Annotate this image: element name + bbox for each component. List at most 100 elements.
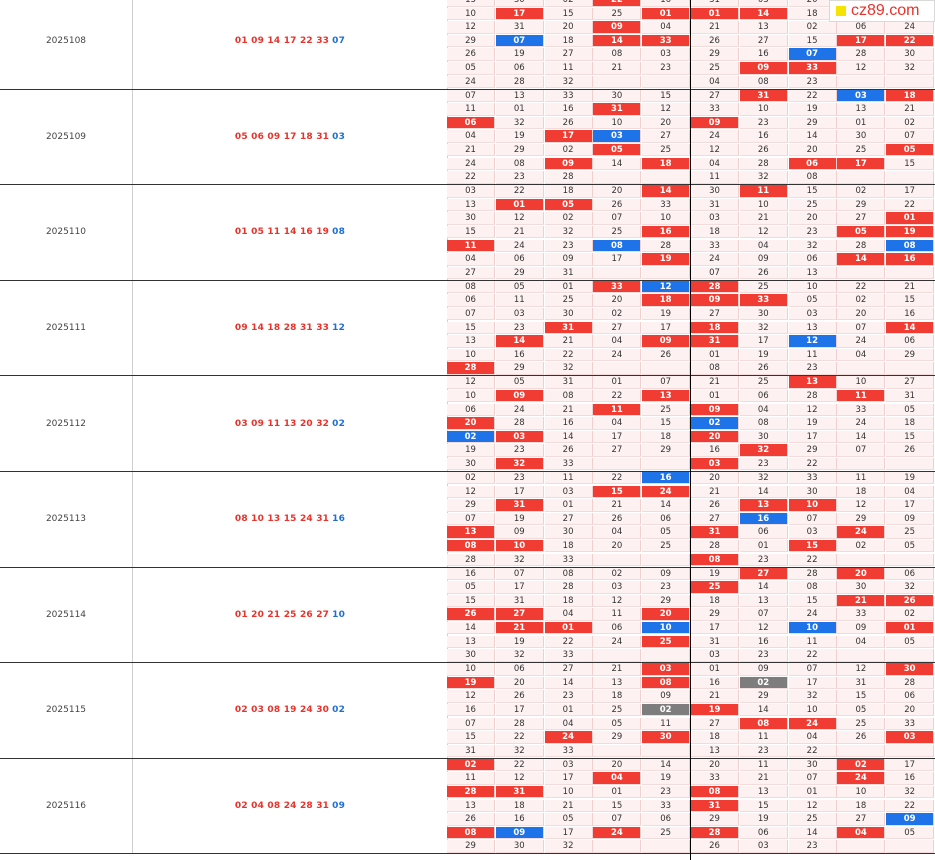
- grid-cell: 22: [886, 198, 935, 212]
- grid-cell: 18: [495, 799, 544, 813]
- grid-cell: 09: [495, 389, 544, 403]
- grid-cell: 10: [642, 212, 691, 225]
- grid-cell: 08: [593, 48, 642, 61]
- grid-cell: 04: [837, 348, 886, 362]
- grid-cell: 08: [593, 239, 642, 253]
- grid-cell: 11: [642, 717, 691, 731]
- grid-cell: 28: [886, 676, 935, 690]
- grid-cell: 18: [642, 294, 691, 307]
- winning-numbers: 01 09 14 17 22 33 07: [133, 0, 448, 89]
- grid-cell: 10: [447, 389, 495, 403]
- grid-cell: 10: [593, 116, 642, 130]
- grid-cell: 16: [739, 130, 788, 143]
- grid-cell: 03: [447, 185, 495, 198]
- draw-row: 2025113 08 10 13 15 24 31 16 02 23 11 22 16 20 32…: [0, 471, 935, 568]
- grid-cell: 06: [495, 663, 544, 676]
- grid-cell: 21: [544, 335, 593, 348]
- grid-cell: 15: [788, 34, 837, 48]
- grid-cell: 18: [691, 594, 739, 608]
- grid-cell: 32: [739, 444, 788, 457]
- grid-cell: 12: [447, 376, 495, 389]
- grid-cell: 31: [691, 799, 739, 813]
- grid-cell: 19: [691, 703, 739, 717]
- grid-cell: 15: [788, 539, 837, 553]
- grid-cell: 29: [691, 813, 739, 826]
- grid-cell: 31: [837, 676, 886, 690]
- grid-cell: 22: [788, 744, 837, 758]
- grid-cell: 18: [886, 417, 935, 430]
- grid-cell: 23: [495, 321, 544, 335]
- grid-cell: 17: [691, 621, 739, 635]
- grid-cell: 15: [886, 157, 935, 171]
- grid-cell: [642, 840, 691, 853]
- grid-cell: 19: [642, 772, 691, 785]
- grid-cell: 16: [495, 813, 544, 826]
- grid-cell: 14: [739, 581, 788, 594]
- grid-cell: 21: [691, 376, 739, 389]
- draw-row: 2025112 03 09 11 13 20 32 02 12 05 31 01 07 21 25…: [0, 376, 935, 472]
- grid-cell: 23: [495, 444, 544, 457]
- grid-cell: 19: [495, 48, 544, 61]
- grid-cell: 23: [788, 225, 837, 239]
- grid-cell: 14: [788, 130, 837, 143]
- draw-row: 2025110 01 05 11 14 16 19 08 03 22 18 20 14 30 11…: [0, 185, 935, 281]
- grid-cell: 09: [544, 157, 593, 171]
- grid-cell: 29: [788, 444, 837, 457]
- grid-cell: 19: [788, 103, 837, 116]
- grid-cell: 10: [788, 703, 837, 717]
- grid-cell: 30: [837, 130, 886, 143]
- grid-cell: 28: [495, 417, 544, 430]
- issue-number: 2025111: [0, 280, 133, 376]
- grid-cell: 26: [691, 34, 739, 48]
- site-logo[interactable]: cz89.com: [829, 0, 935, 22]
- grid-cell: 19: [886, 225, 935, 239]
- grid-cell: 11: [837, 389, 886, 403]
- grid-cell: 30: [837, 581, 886, 594]
- grid-cell: 32: [739, 321, 788, 335]
- grid-cell: 30: [788, 485, 837, 499]
- grid-cell: 24: [495, 403, 544, 417]
- grid-cell: 31: [691, 335, 739, 348]
- grid-cell: 33: [788, 471, 837, 485]
- grid-cell: 04: [642, 21, 691, 34]
- grid-cell: 27: [691, 717, 739, 731]
- grid-cell: 26: [642, 348, 691, 362]
- grid-cell: 16: [886, 772, 935, 785]
- grid-cell: 29: [788, 116, 837, 130]
- grid-cell: 22: [886, 34, 935, 48]
- grid-cell: 33: [544, 649, 593, 662]
- winning-numbers: 05 06 09 17 18 31 03: [133, 89, 448, 185]
- grid-cell: 33: [544, 89, 593, 103]
- grid-cell: 19: [886, 471, 935, 485]
- grid-cell: 07: [886, 130, 935, 143]
- grid-cell: 25: [837, 143, 886, 157]
- grid-cell: 02: [593, 307, 642, 321]
- winning-numbers: 02 04 08 24 28 31 09: [133, 758, 448, 854]
- grid-cell: 21: [739, 772, 788, 785]
- grid-cell: 13: [788, 376, 837, 389]
- grid-cell: 28: [691, 826, 739, 840]
- grid-cell: 06: [886, 567, 935, 581]
- grid-cell: 12: [447, 485, 495, 499]
- grid-cell: 22: [593, 389, 642, 403]
- grid-cell: 18: [544, 185, 593, 198]
- grid-cell: 12: [788, 799, 837, 813]
- grid-cell: 25: [642, 635, 691, 649]
- grid-cell: 24: [691, 130, 739, 143]
- grid-cell: 23: [739, 457, 788, 471]
- grid-cell: 28: [447, 553, 495, 567]
- grid-cell: 20: [691, 430, 739, 444]
- grid-cell: 33: [739, 294, 788, 307]
- grid-cell: 25: [691, 581, 739, 594]
- grid-cell: 33: [691, 103, 739, 116]
- grid-cell: 09: [495, 826, 544, 840]
- grid-cell: 11: [544, 471, 593, 485]
- grid-cell: 33: [544, 744, 593, 758]
- grid-cell: 24: [837, 526, 886, 539]
- grid-cell: 21: [447, 143, 495, 157]
- grid-cell: 05: [886, 635, 935, 649]
- grid-cell: 06: [788, 253, 837, 266]
- grid-cell: 19: [642, 253, 691, 266]
- grid-cell: 09: [886, 813, 935, 826]
